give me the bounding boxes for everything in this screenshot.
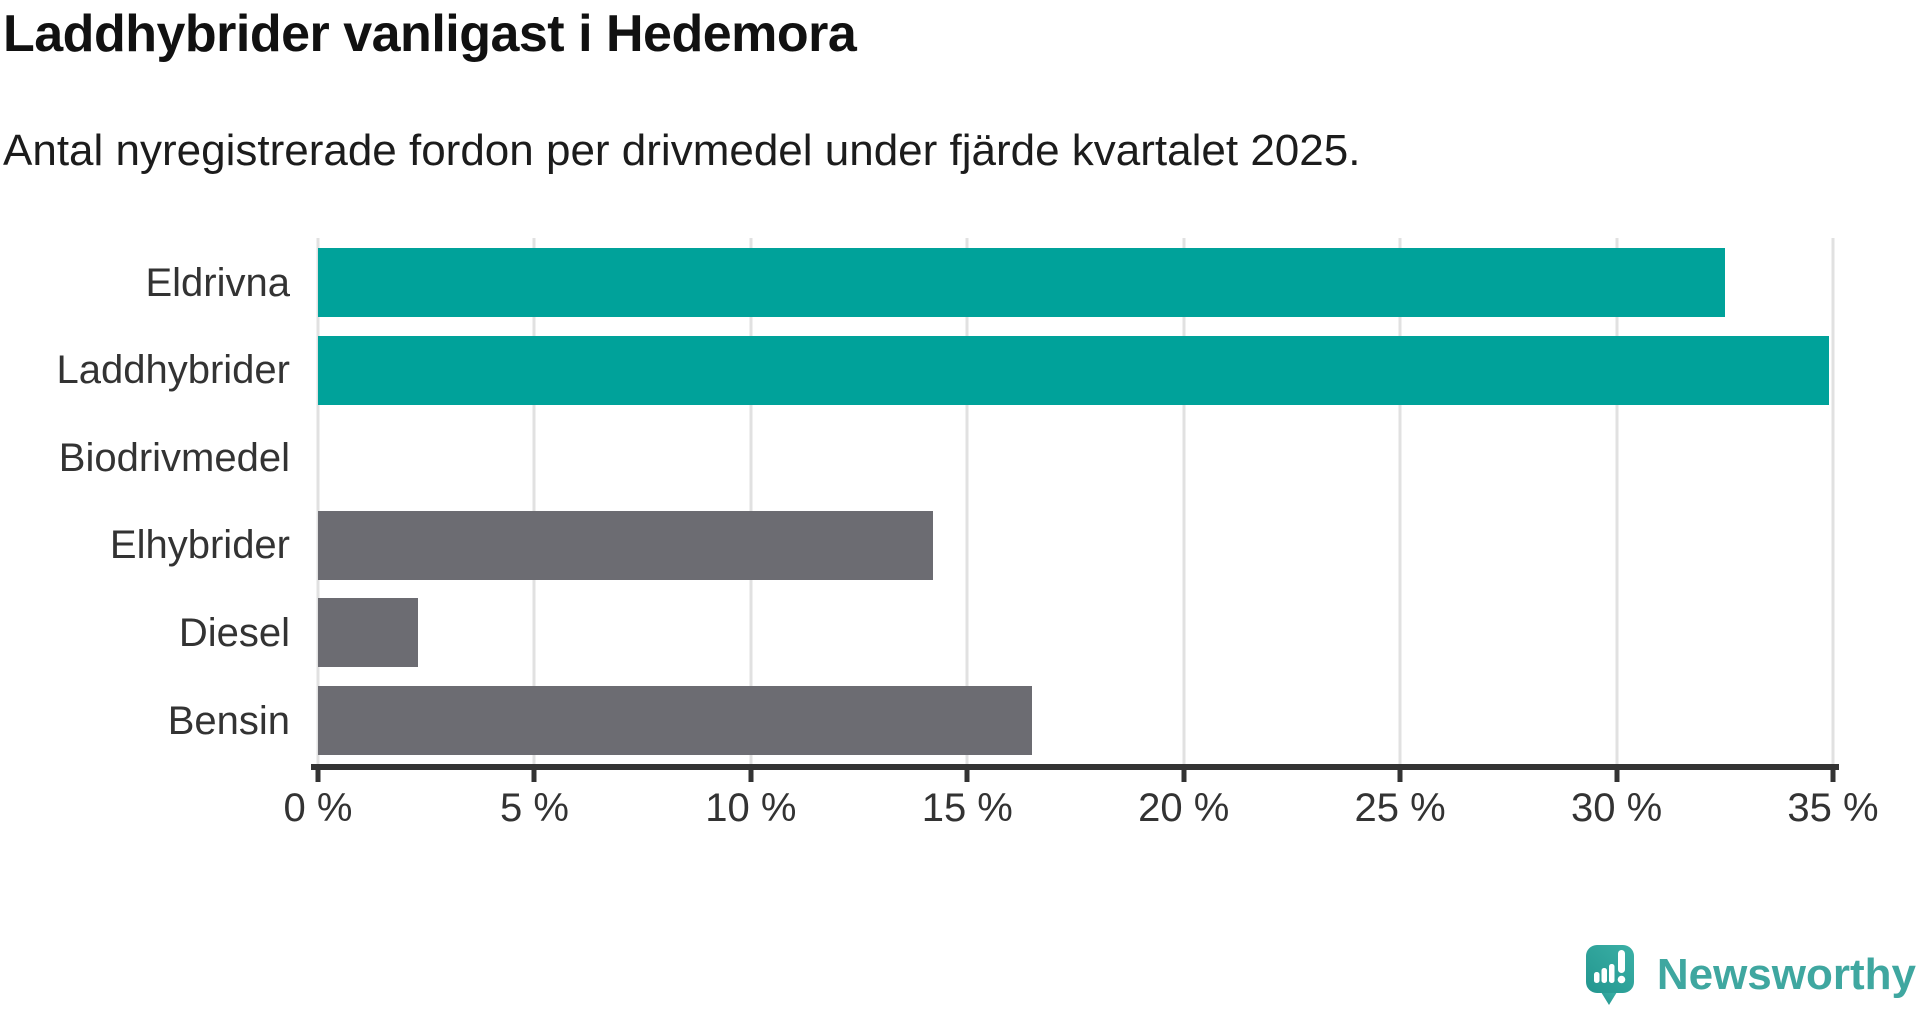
x-tick-label-15: 15 %: [921, 786, 1013, 830]
chart-subtitle: Antal nyregistrerade fordon per drivmede…: [3, 126, 1361, 175]
x-axis-tick-30: [1614, 770, 1620, 782]
gridline-5: [532, 238, 536, 766]
x-tick-label-20: 20 %: [1138, 786, 1230, 830]
x-tick-label-10: 10 %: [705, 786, 797, 830]
gridline-25: [1398, 238, 1402, 766]
x-axis-tick-15: [964, 770, 970, 782]
x-tick-label-30: 30 %: [1570, 786, 1663, 830]
gridline-0: [316, 238, 320, 766]
category-label-elhybrider: Elhybrider: [109, 523, 290, 568]
x-axis-tick-0: [315, 770, 321, 782]
gridline-10: [749, 238, 753, 766]
x-axis-tick-5: [531, 770, 537, 782]
bar-elhybrider: [318, 510, 933, 580]
bar-laddhybrider: [318, 335, 1829, 405]
x-axis-tick-35: [1830, 770, 1836, 782]
chart-title: Laddhybrider vanligast i Hedemora: [3, 5, 857, 63]
x-tick-label-25: 25 %: [1354, 786, 1446, 830]
bar-bensin: [318, 686, 1033, 755]
plot-area: Eldrivna Laddhybrider Biodrivmedel Elhybrid…: [57, 238, 1879, 830]
gridline-20: [1182, 238, 1186, 766]
bar-diesel: [318, 598, 418, 668]
x-tick-label-5: 5 %: [499, 786, 569, 830]
x-axis-tick-20: [1181, 770, 1187, 782]
category-label-biodrivmedel: Biodrivmedel: [58, 435, 290, 480]
category-label-diesel: Diesel: [178, 610, 290, 655]
x-axis-line: [311, 764, 1839, 770]
x-axis-tick-10: [748, 770, 754, 782]
category-label-laddhybrider: Laddhybrider: [56, 348, 291, 393]
category-label-eldrivna: Eldrivna: [145, 260, 290, 305]
gridline-30: [1615, 238, 1619, 766]
newsworthy-logo-icon: [1585, 945, 1634, 1005]
x-tick-label-35: 35 %: [1787, 786, 1879, 830]
x-axis-tick-25: [1397, 770, 1403, 782]
gridline-15: [965, 238, 969, 766]
category-label-bensin: Bensin: [167, 698, 290, 743]
gridline-35: [1831, 238, 1835, 766]
bar-eldrivna: [318, 248, 1725, 317]
newsworthy-logo-text: Newsworthy: [1656, 950, 1916, 999]
x-tick-label-0: 0 %: [283, 786, 353, 830]
newsworthy-logo: Newsworthy: [1585, 944, 1916, 1006]
